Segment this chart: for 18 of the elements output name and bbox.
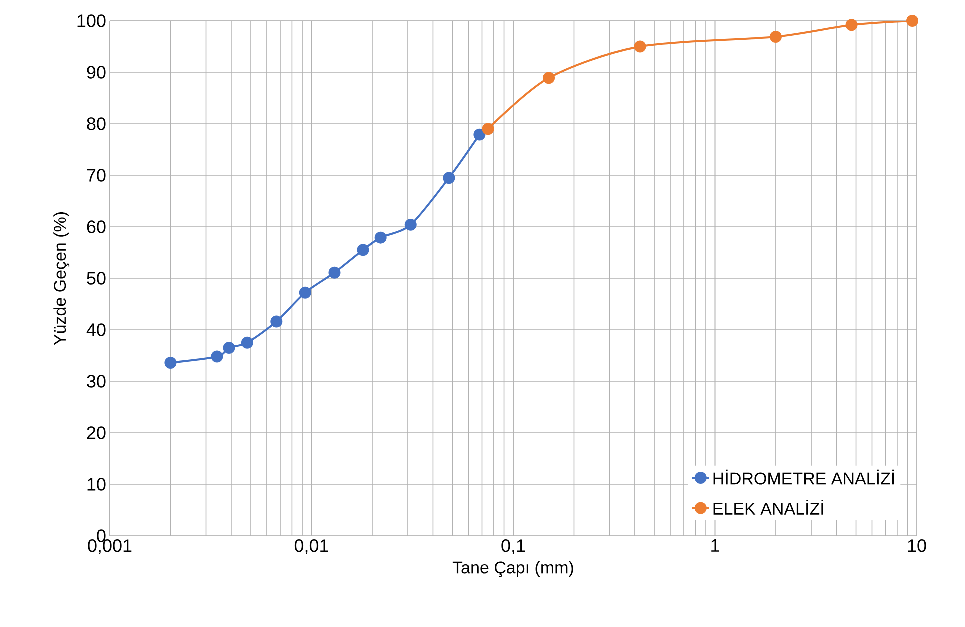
y-tick-label: 90: [87, 66, 106, 79]
y-axis-title: Yüzde Geçen (%): [54, 212, 70, 346]
y-tick-label: 30: [87, 375, 106, 388]
x-tick-label: 1: [712, 540, 720, 552]
y-tick-label: 10: [88, 478, 106, 491]
x-tick-label: 0,1: [502, 540, 526, 554]
y-tick-label: 100: [78, 14, 106, 28]
x-axis-title: Tane Çapı (mm): [452, 561, 574, 578]
y-tick-label: 50: [87, 272, 106, 285]
y-tick-label: 80: [87, 118, 106, 130]
y-tick-label: 60: [87, 220, 106, 234]
x-tick-label: 10: [908, 540, 926, 552]
x-tick-label: 0,01: [294, 540, 328, 554]
y-tick-label: 70: [87, 169, 106, 182]
legend-label: HİDROMETRE ANALİZİ: [714, 470, 894, 485]
y-tick-label: 20: [87, 426, 106, 440]
legend-label: ELEK ANALİZİ: [714, 500, 824, 515]
y-tick-label: 40: [86, 324, 106, 336]
